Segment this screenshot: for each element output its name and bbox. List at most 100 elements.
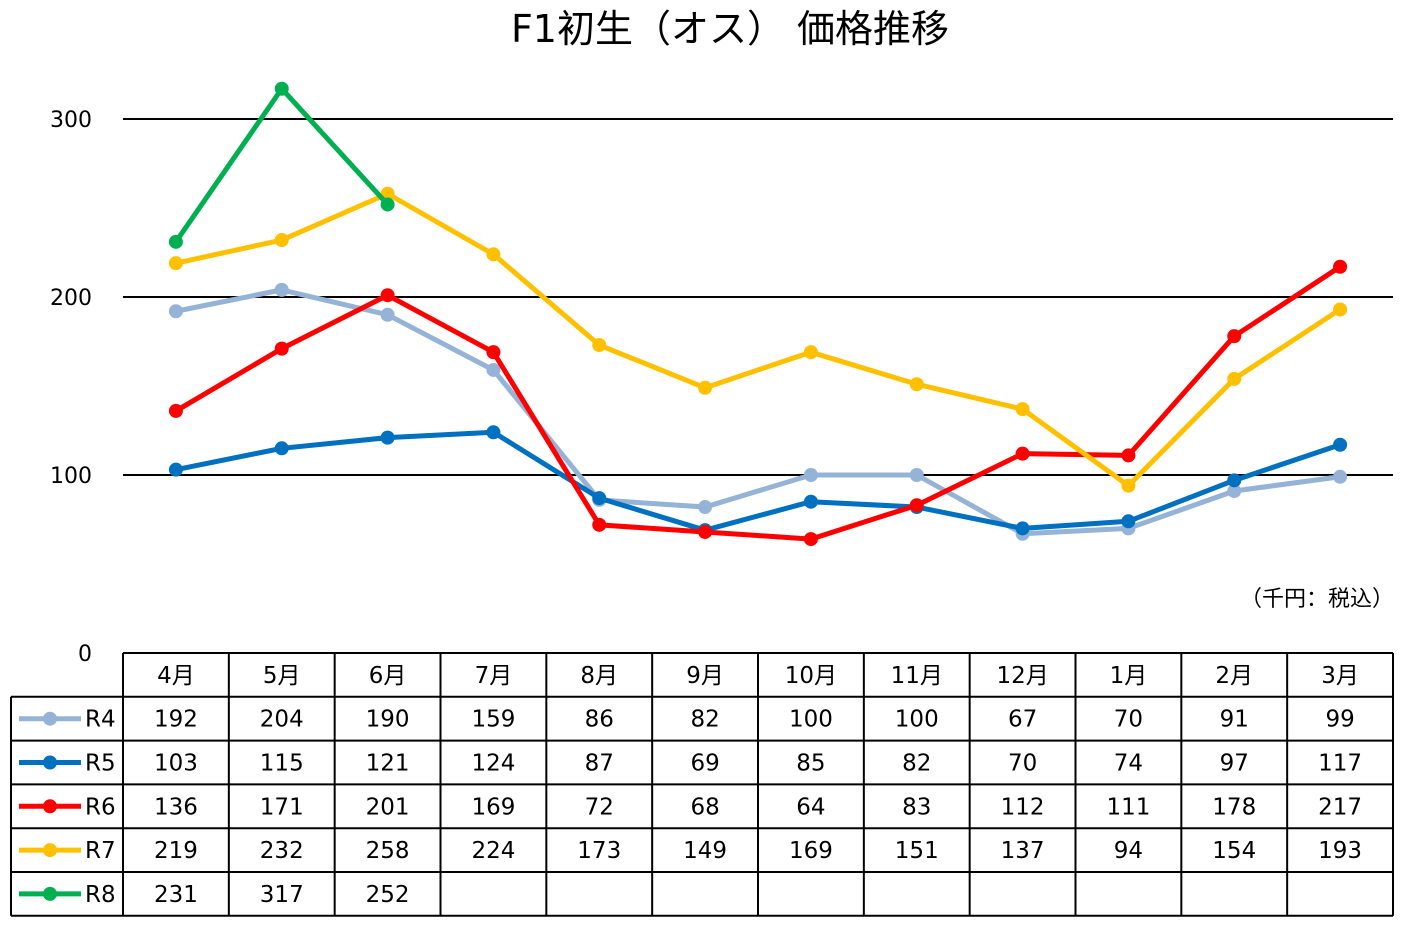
data-point [803, 494, 818, 509]
series-line-R7 [173, 191, 1343, 489]
data-point [803, 345, 818, 360]
data-point [909, 468, 924, 482]
data-point [698, 500, 713, 515]
legend-marker-R7 [43, 843, 57, 858]
data-label: 82 [902, 751, 931, 777]
legend-marker-R8 [43, 886, 57, 901]
data-point [1333, 437, 1348, 452]
data-label: 224 [471, 838, 515, 864]
x-tick-label: 8月 [580, 663, 618, 689]
data-label: 317 [260, 882, 304, 908]
series-line-R6 [173, 264, 1343, 542]
data-label: 201 [366, 794, 410, 820]
x-tick-label: 12月 [996, 663, 1048, 689]
data-label: 169 [789, 838, 833, 864]
data-label: 178 [1212, 794, 1256, 820]
y-tick-label: 100 [50, 464, 92, 489]
data-label: 86 [585, 707, 614, 733]
series-R8 [168, 81, 395, 249]
data-label: 252 [366, 882, 410, 908]
data-point [909, 498, 924, 513]
data-label: 169 [471, 794, 515, 820]
data-label: 171 [260, 794, 304, 820]
data-label: 124 [471, 751, 515, 777]
data-point [1121, 514, 1136, 529]
data-label: 219 [154, 838, 198, 864]
data-label: 70 [1114, 707, 1143, 733]
data-label: 100 [789, 707, 833, 733]
data-label: 190 [366, 707, 410, 733]
data-point [380, 288, 395, 303]
data-table: 4月 5月 6月 7月 8月 9月 10月 11月 12月 1月 2月 3月 R4 192 204 190 15… [10, 652, 1394, 917]
data-label: 70 [1008, 751, 1037, 777]
series-line-R5 [173, 429, 1343, 533]
x-tick-label: 7月 [475, 663, 513, 689]
data-label: 91 [1220, 707, 1249, 733]
data-point [486, 247, 501, 262]
data-label: 94 [1114, 838, 1143, 864]
data-point [698, 524, 713, 539]
data-point [909, 377, 924, 392]
data-point [486, 425, 501, 440]
data-point [168, 304, 183, 319]
x-tick-label: 2月 [1215, 663, 1253, 689]
data-point [274, 81, 289, 96]
data-point [592, 517, 607, 532]
x-tick-label: 6月 [369, 663, 407, 689]
legend-marker-R6 [43, 799, 57, 814]
data-point [168, 234, 183, 249]
data-point [274, 341, 289, 356]
x-tick-label: 3月 [1321, 663, 1359, 689]
y-tick-label: 0 [78, 642, 92, 667]
data-label: 103 [154, 751, 198, 777]
x-tick-label: 4月 [157, 663, 195, 689]
data-label: 159 [471, 707, 515, 733]
data-point [1227, 371, 1242, 386]
legend-label-R8: R8 [85, 882, 116, 908]
data-point [486, 345, 501, 360]
data-label: 204 [260, 707, 304, 733]
data-point [592, 338, 607, 353]
data-point [380, 430, 395, 445]
data-label: 121 [366, 751, 410, 777]
series-group [168, 81, 1348, 547]
y-tick-label: 200 [50, 286, 92, 311]
data-label: 231 [154, 882, 198, 908]
data-label: 173 [577, 838, 621, 864]
y-tick-label: 300 [50, 108, 92, 133]
data-point [168, 256, 183, 271]
data-label: 83 [902, 794, 931, 820]
data-point [1333, 302, 1348, 317]
data-point [1333, 259, 1348, 274]
x-tick-label: 10月 [785, 663, 837, 689]
data-label: 99 [1325, 707, 1354, 733]
data-point [1015, 446, 1030, 461]
data-label: 74 [1114, 751, 1143, 777]
data-point [1333, 469, 1348, 484]
data-label: 87 [585, 751, 614, 777]
series-R7 [168, 186, 1348, 493]
x-tick-label: 1月 [1110, 663, 1148, 689]
data-label: 192 [154, 707, 198, 733]
data-label: 85 [796, 751, 825, 777]
data-label: 149 [683, 838, 727, 864]
data-label: 111 [1106, 794, 1150, 820]
data-point [380, 197, 395, 212]
legend-label-R7: R7 [85, 838, 116, 864]
data-point [1121, 478, 1136, 493]
legend-marker-R5 [43, 755, 57, 770]
data-point [486, 362, 501, 377]
y-axis: 0 100 200 300 [50, 108, 92, 667]
data-point [380, 307, 395, 322]
legend-label-R5: R5 [85, 751, 116, 777]
data-point [1015, 521, 1030, 536]
data-point [274, 441, 289, 456]
legend-label-R4: R4 [85, 707, 116, 733]
data-point [1227, 329, 1242, 344]
data-point [274, 233, 289, 248]
data-label: 151 [895, 838, 939, 864]
data-label: 137 [1001, 838, 1045, 864]
chart-title: F1初生（オス） 価格推移 [511, 7, 949, 51]
data-point [1227, 473, 1242, 488]
